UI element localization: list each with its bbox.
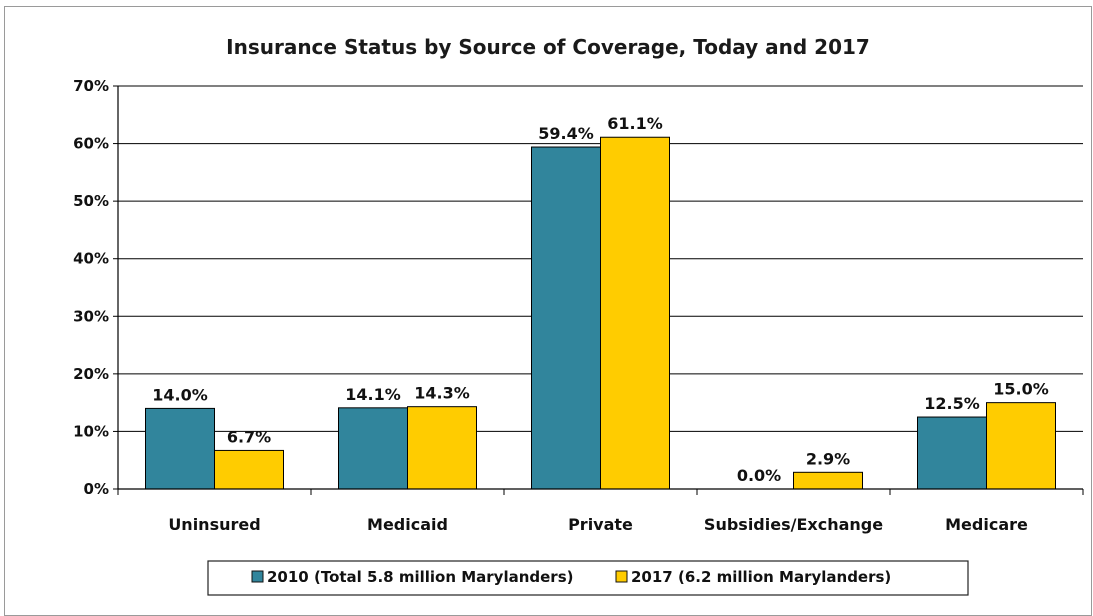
chart-title: Insurance Status by Source of Coverage, … [226,35,870,59]
data-labels: 14.0% 6.7% 14.1% 14.3% 59.4% 61.1% 0.0% 2.9% 12.… [152,114,1049,485]
legend-label-2010: 2010 (Total 5.8 million Marylanders) [267,568,573,586]
category-label: Medicare [945,515,1028,534]
legend-label-2017: 2017 (6.2 million Marylanders) [631,568,891,586]
legend-swatch-2010 [251,570,264,583]
bar-subsidies-exchange-2017 [793,471,863,490]
y-tick-label: 40% [73,250,109,268]
axes [117,86,1084,495]
y-tick-label: 10% [73,422,109,440]
category-label: Private [568,515,633,534]
x-axis-categories: Uninsured Medicaid Private Subsidies/Exchan… [168,515,1028,534]
data-label: 12.5% [924,394,980,413]
data-label: 14.0% [152,385,208,404]
bar-medicaid-2017 [407,406,477,490]
y-tick-label: 20% [73,365,109,383]
y-tick-label: 30% [73,307,109,325]
category-label: Subsidies/Exchange [704,515,883,534]
data-label: 0.0% [737,466,781,485]
category-label: Medicaid [367,515,448,534]
legend-swatch-2017 [615,570,628,583]
data-label: 15.0% [993,380,1049,399]
data-label: 14.1% [345,385,401,404]
y-tick-label: 0% [84,480,109,498]
bar-uninsured-2017 [214,449,284,490]
legend: 2010 (Total 5.8 million Marylanders) 201… [207,560,969,596]
y-tick-label: 70% [73,77,109,95]
bars [145,136,1056,490]
y-tick-label: 60% [73,135,109,153]
bar-uninsured-2010 [145,407,215,490]
data-label: 61.1% [607,114,663,133]
bar-medicaid-2010 [338,407,408,490]
legend-box [207,560,969,596]
bar-private-2010 [531,146,601,490]
bar-private-2017 [600,136,670,490]
category-label: Uninsured [168,515,260,534]
y-tick-label: 50% [73,192,109,210]
data-label: 6.7% [227,427,271,446]
data-label: 14.3% [414,384,470,403]
data-label: 59.4% [538,124,594,143]
y-axis-ticks: 0% 10% 20% 30% 40% 50% 60% 70% [73,77,118,498]
bar-medicare-2017 [986,402,1056,490]
bar-medicare-2010 [917,416,987,490]
data-label: 2.9% [806,449,850,468]
